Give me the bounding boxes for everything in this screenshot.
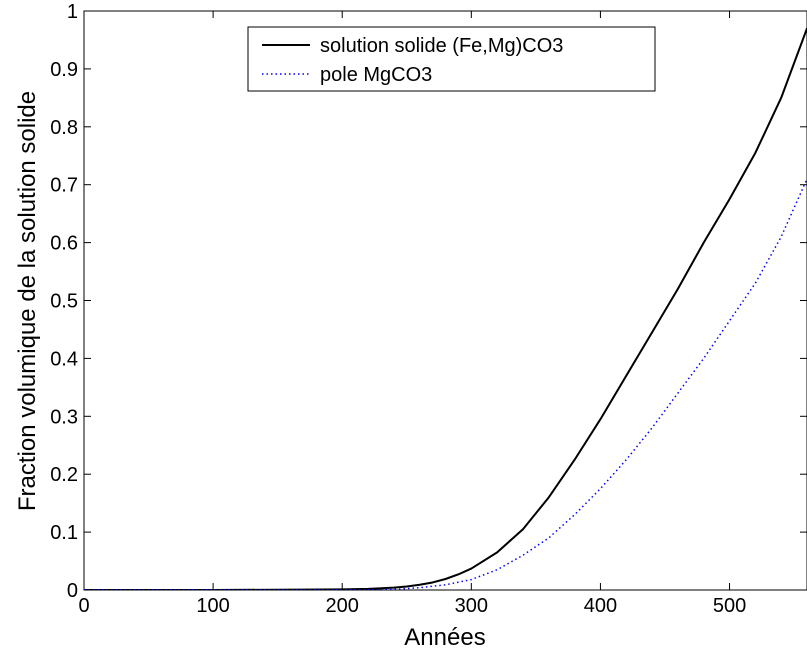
y-tick-label: 0.4 <box>50 348 78 370</box>
series-layer <box>84 28 807 590</box>
series-line-2 <box>84 178 807 590</box>
y-axis: 0 0.1 0.2 0.3 0.4 0.5 0.6 0.7 0.8 0.9 1 <box>50 1 807 602</box>
plot-area <box>83 10 807 591</box>
x-tick-label: 0 <box>78 595 89 617</box>
y-tick-label: 1 <box>67 1 78 23</box>
legend: solution solide (Fe,Mg)CO3 pole MgCO3 <box>247 26 656 92</box>
y-tick-label: 0.5 <box>50 291 78 313</box>
x-axis-label: Années <box>404 624 485 651</box>
x-tick-label: 200 <box>326 595 359 617</box>
legend-box <box>247 26 656 92</box>
y-tick-label: 0.6 <box>50 233 78 255</box>
x-tick-label: 300 <box>455 595 488 617</box>
y-tick-label: 0.3 <box>50 406 78 428</box>
x-tick-label: 400 <box>584 595 617 617</box>
x-tick-label: 100 <box>196 595 229 617</box>
x-tick-label: 500 <box>713 595 746 617</box>
y-axis-label: Fraction volumique de la solution solide <box>14 91 41 511</box>
y-tick-label: 0.1 <box>50 522 78 544</box>
legend-label-series-2: pole MgCO3 <box>320 64 432 86</box>
y-tick-label: 0.7 <box>50 175 78 197</box>
legend-label-series-1: solution solide (Fe,Mg)CO3 <box>320 35 563 57</box>
series-line-1 <box>84 28 807 590</box>
y-tick-label: 0.8 <box>50 117 78 139</box>
y-tick-label: 0.2 <box>50 464 78 486</box>
y-tick-label: 0 <box>67 580 78 602</box>
y-tick-label: 0.9 <box>50 59 78 81</box>
x-axis: 0 100 200 300 400 500 <box>78 11 746 617</box>
